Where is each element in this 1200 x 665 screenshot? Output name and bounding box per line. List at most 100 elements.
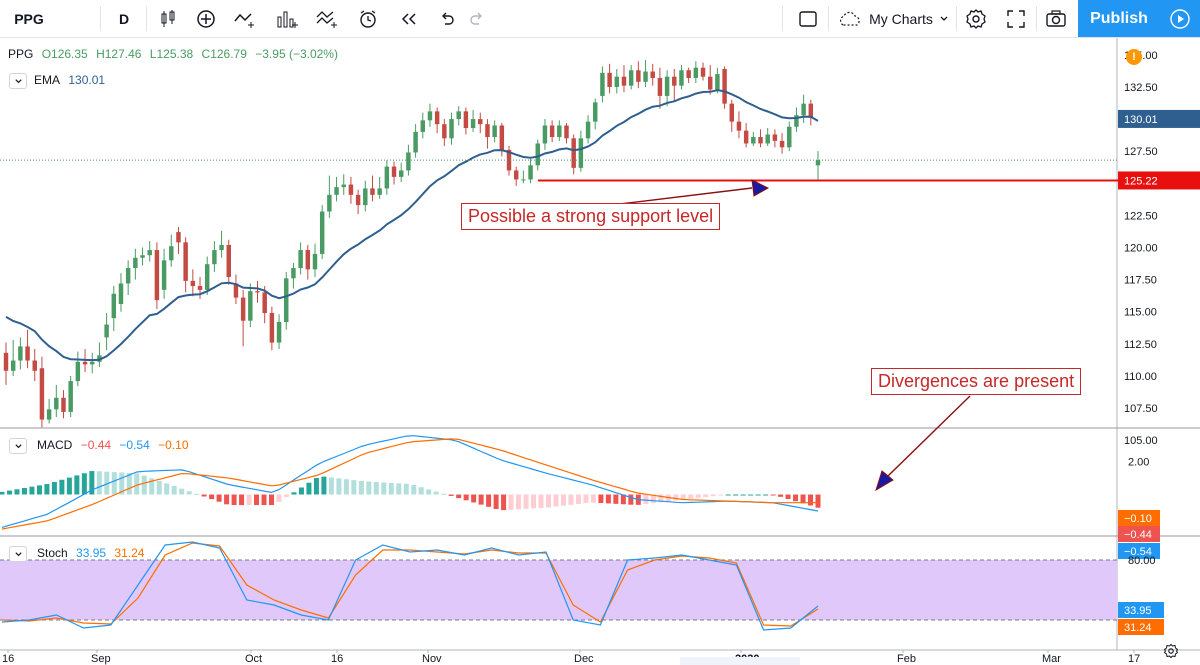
macd-hist-value: −0.10 xyxy=(158,438,189,452)
stoch-d-value: 31.24 xyxy=(114,546,145,560)
macd-histogram-bar xyxy=(231,494,237,506)
time-tick-label: Mar xyxy=(1042,653,1061,665)
ema-legend[interactable]: EMA 130.01 xyxy=(34,73,110,87)
interval-button[interactable]: D xyxy=(110,0,138,37)
macd-histogram-bar xyxy=(553,494,559,507)
top-toolbar: PPG D My Charts xyxy=(0,0,1200,38)
candle-body xyxy=(470,119,476,129)
undo-icon xyxy=(442,12,454,25)
chart-canvas[interactable]: 135.00132.50130.00127.50125.00122.50120.… xyxy=(0,38,1200,665)
toolbar-divider xyxy=(100,6,101,31)
divergence-callout[interactable]: Divergences are present xyxy=(871,368,1082,395)
macd-histogram-bar xyxy=(36,485,42,495)
macd-value: −0.44 xyxy=(80,438,112,452)
macd-histogram-bar xyxy=(785,494,791,499)
candle-body xyxy=(154,250,160,301)
bar-style-button[interactable] xyxy=(154,0,182,37)
macd-signal-line xyxy=(1,438,818,530)
macd-histogram-bar xyxy=(0,491,5,495)
candle-body xyxy=(650,71,655,78)
macd-histogram-bar xyxy=(381,482,387,495)
redo-button[interactable] xyxy=(464,0,490,37)
candle-body xyxy=(707,76,713,90)
my-charts-button[interactable]: My Charts xyxy=(834,0,952,37)
templates-icon xyxy=(316,10,337,28)
candle-body xyxy=(355,194,361,206)
undo-button[interactable] xyxy=(434,0,460,37)
time-tick-label: Nov xyxy=(422,653,442,665)
fullscreen-button[interactable] xyxy=(1002,0,1030,37)
publish-label: Publish xyxy=(1090,9,1148,27)
templates-button[interactable] xyxy=(312,0,342,37)
macd-histogram-bar xyxy=(74,475,80,495)
macd-histogram-bar xyxy=(59,479,65,495)
stoch-k-badge xyxy=(1118,602,1164,618)
indicators-button[interactable] xyxy=(230,0,260,37)
candle-body xyxy=(291,268,296,279)
snapshot-button[interactable] xyxy=(1042,0,1070,37)
financials-button[interactable] xyxy=(272,0,302,37)
plus-circle-icon xyxy=(197,9,215,28)
candle-body xyxy=(621,76,627,86)
toolbar-divider xyxy=(782,6,783,31)
alert-button[interactable] xyxy=(354,0,384,37)
candle-body xyxy=(398,170,404,177)
macd-histogram-bar xyxy=(598,494,604,503)
symbol-search-button[interactable]: PPG xyxy=(6,0,52,37)
support-level-callout[interactable]: Possible a strong support level xyxy=(461,203,721,230)
compare-button[interactable] xyxy=(192,0,220,37)
macd-histogram-bar xyxy=(763,494,769,496)
candle-body xyxy=(643,71,648,82)
fullscreen-select-button[interactable] xyxy=(794,0,822,37)
cloud-icon xyxy=(840,11,860,26)
candle-body xyxy=(391,166,397,177)
macd-histogram-bar xyxy=(313,477,319,495)
candle-body xyxy=(90,361,95,365)
stoch-collapse-toggle[interactable] xyxy=(9,546,27,562)
time-scale-scroller[interactable] xyxy=(680,657,800,665)
macd-histogram-bar xyxy=(164,483,170,495)
candle-body xyxy=(513,170,519,180)
macd-histogram-bar xyxy=(590,494,596,503)
macd-value-badge-label: −0.54 xyxy=(1124,546,1152,558)
gear-icon[interactable] xyxy=(1163,643,1179,659)
candle-body xyxy=(176,232,181,243)
ema-line xyxy=(5,89,819,362)
candle-body xyxy=(204,264,210,290)
macd-histogram-bar xyxy=(815,494,821,508)
macd-histogram-bar xyxy=(411,485,417,495)
macd-value-badge xyxy=(1118,543,1160,559)
macd-histogram-bar xyxy=(358,480,364,495)
macd-histogram-bar xyxy=(366,481,372,495)
stoch-d-badge xyxy=(1118,619,1164,635)
candle-body xyxy=(212,250,217,265)
settings-button[interactable] xyxy=(962,0,990,37)
stoch-legend[interactable]: Stoch 33.95 31.24 xyxy=(37,546,149,560)
stoch-k-line xyxy=(1,541,819,631)
macd-histogram-bar xyxy=(800,494,806,504)
candle-body xyxy=(312,253,318,270)
candle-body xyxy=(657,77,663,96)
macd-histogram-bar xyxy=(403,483,409,495)
price-tick-label: 110.00 xyxy=(1124,371,1157,383)
replay-button[interactable] xyxy=(394,0,424,37)
bar-chart-icon xyxy=(277,11,298,28)
publish-button[interactable]: Publish xyxy=(1078,0,1160,37)
play-button[interactable] xyxy=(1160,0,1200,37)
candle-body xyxy=(248,291,253,321)
candle-body xyxy=(276,321,282,343)
support-price-badge-label: 125.22 xyxy=(1124,175,1158,187)
time-tick-label: 17 xyxy=(1128,653,1140,665)
candle-body xyxy=(284,278,289,322)
macd-histogram-bar xyxy=(134,473,140,495)
macd-legend[interactable]: MACD −0.44 −0.54 −0.10 xyxy=(37,438,194,452)
candle-body xyxy=(679,70,684,86)
info-alert-icon[interactable]: ! xyxy=(1126,49,1142,65)
macd-collapse-toggle[interactable] xyxy=(9,438,27,454)
macd-histogram-bar xyxy=(673,494,679,501)
candle-body xyxy=(463,111,469,129)
candle-body xyxy=(18,346,23,361)
macd-histogram-bar xyxy=(688,494,694,499)
macd-histogram-bar xyxy=(194,493,200,495)
ema-collapse-toggle[interactable] xyxy=(9,73,27,89)
